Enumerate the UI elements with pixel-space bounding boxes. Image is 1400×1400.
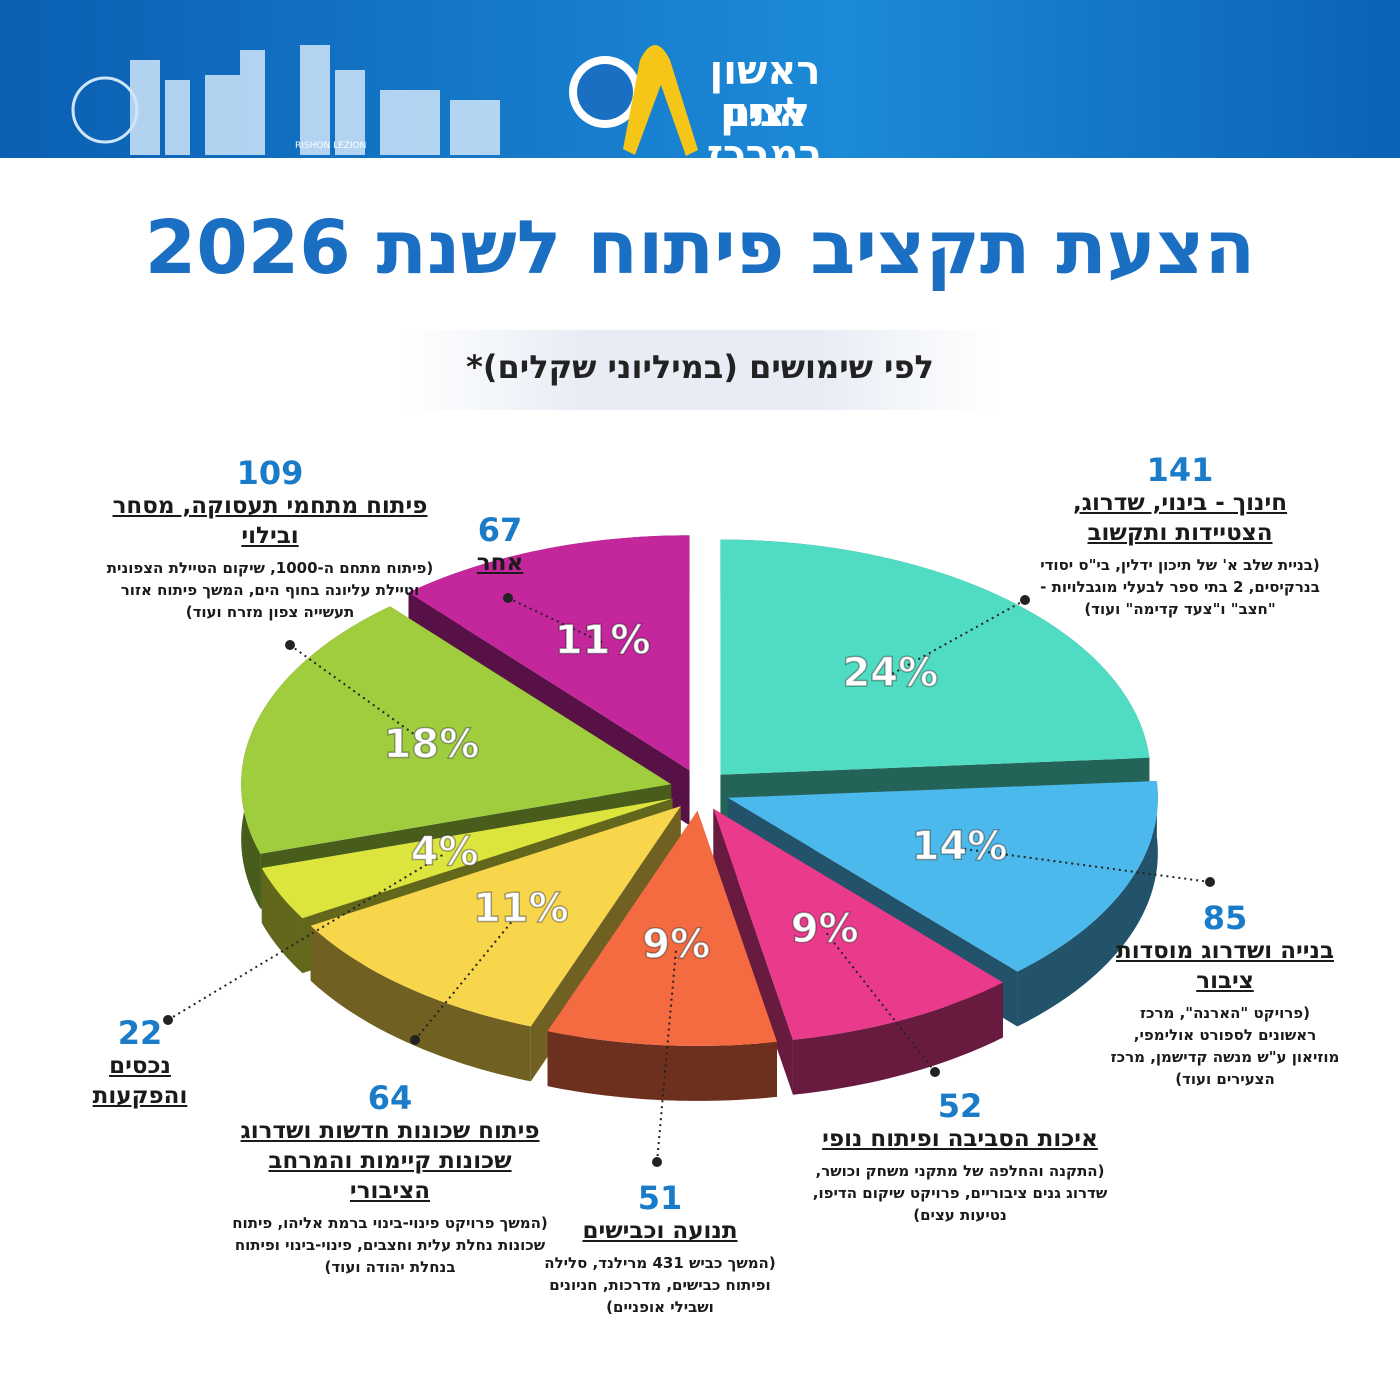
category-label: אחר [476,550,524,576]
leader-dot [930,1067,940,1077]
description: (בניית שלב א' של תיכון ידלין, בי"ס יסודי… [1040,556,1320,618]
city-name: RISHON LEZION [295,141,366,151]
callout: 67 אחר [440,512,560,578]
slice-side [547,1031,777,1101]
description: (התקנה והחלפה של מתקני משחק וכושר, שדרוג… [812,1162,1108,1224]
logo-line2: אתם במרכז [706,90,824,178]
callout: 52 איכות הסביבה ופיתוח נופי (התקנה והחלפה … [795,1088,1125,1226]
chart-subtitle: לפי שימושים (במיליוני שקלים)* [466,348,934,386]
slice-side [713,808,793,1095]
value-label: 85 [1202,899,1248,937]
leader-dot [163,1015,173,1025]
slice [547,810,777,1046]
category-label: איכות הסביבה ופיתוח נופי [822,1126,1098,1152]
percent-label: 18% [384,722,480,768]
slice [713,808,1003,1040]
leader-dot [503,593,513,603]
slice [727,780,1158,972]
slice-side [261,868,303,974]
skyline: RISHON LEZION [71,45,698,156]
callout: 85 בנייה ושדרוג מוסדות ציבור (פרויקט "הארנ… [1110,900,1340,1090]
percent-label: 4% [411,829,479,875]
slice [241,606,672,854]
slice [310,806,681,1027]
percent-label: 9% [791,906,859,952]
category-label: פיתוח מתחמי תעסוקה, מסחר ובילוי [112,493,428,549]
leader-dot [1205,877,1215,887]
slice [408,535,690,771]
category-label: תנועה וכבישים [582,1218,738,1244]
description: (המשך כביש 431 מרילנד, סלילה ופיתוח כביש… [544,1254,776,1316]
leader-line [959,847,1211,883]
value-label: 64 [367,1079,413,1117]
callout: 141 חינוך - בינוי, שדרוג, הצטיידות ותקשוב… [1030,452,1330,620]
value-label: 109 [236,454,304,492]
callout: 109 פיתוח מתחמי תעסוקה, מסחר ובילוי (פיתוח… [100,455,440,623]
category-label: חינוך - בינוי, שדרוג, הצטיידות ותקשוב [1072,490,1288,546]
leader-dot [652,1157,662,1167]
percent-label: 24% [842,650,938,696]
leader-line [656,946,678,1163]
percent-label: 14% [912,823,1008,869]
leader-dot [285,640,295,650]
percent-label: 9% [642,922,710,968]
slice [720,539,1150,775]
category-label: נכסים והפקעות [92,1053,188,1109]
slice [261,798,673,919]
percent-label: 11% [473,886,569,932]
callout: 64 פיתוח שכונות חדשות ושדרוג שכונות קיימו… [225,1080,555,1278]
value-label: 51 [637,1179,683,1217]
slice-side [310,925,531,1082]
percent-label: 11% [555,618,651,664]
description: (פיתוח מתחם ה-1000, שיקום הטיילת הצפונית… [106,559,434,621]
subtitle-band [400,330,1000,410]
description: (המשך פרויקט פינוי-בינוי ברמת אליהו, פית… [232,1214,548,1276]
category-label: בנייה ושדרוג מוסדות ציבור [1116,938,1334,994]
leader-dot [410,1035,420,1045]
value-label: 67 [477,511,523,549]
leader-line [414,910,522,1041]
value-label: 52 [937,1087,983,1125]
category-label: פיתוח שכונות חדשות ושדרוג שכונות קיימות … [240,1118,540,1204]
value-label: 141 [1146,451,1214,489]
header: RISHON LEZION ראשון לציון אתם במרכז [0,0,1400,176]
chart-title: הצעת תקציב פיתוח לשנת 2026 [144,205,1256,291]
slice-side [1017,780,1158,1027]
description: (פרויקט "הארנה", מרכז ראשונים לספורט אול… [1110,1004,1340,1088]
callout: 22 נכסים והפקעות [70,1015,210,1111]
leader-line [289,644,432,748]
logo-line1: ראשון לציון [709,48,821,136]
callout: 51 תנועה וכבישים (המשך כביש 431 מרילנד, סל… [530,1180,790,1318]
value-label: 22 [117,1014,163,1052]
slice-side [792,982,1003,1095]
leader-dot [1020,595,1030,605]
leader-line [889,599,1026,676]
